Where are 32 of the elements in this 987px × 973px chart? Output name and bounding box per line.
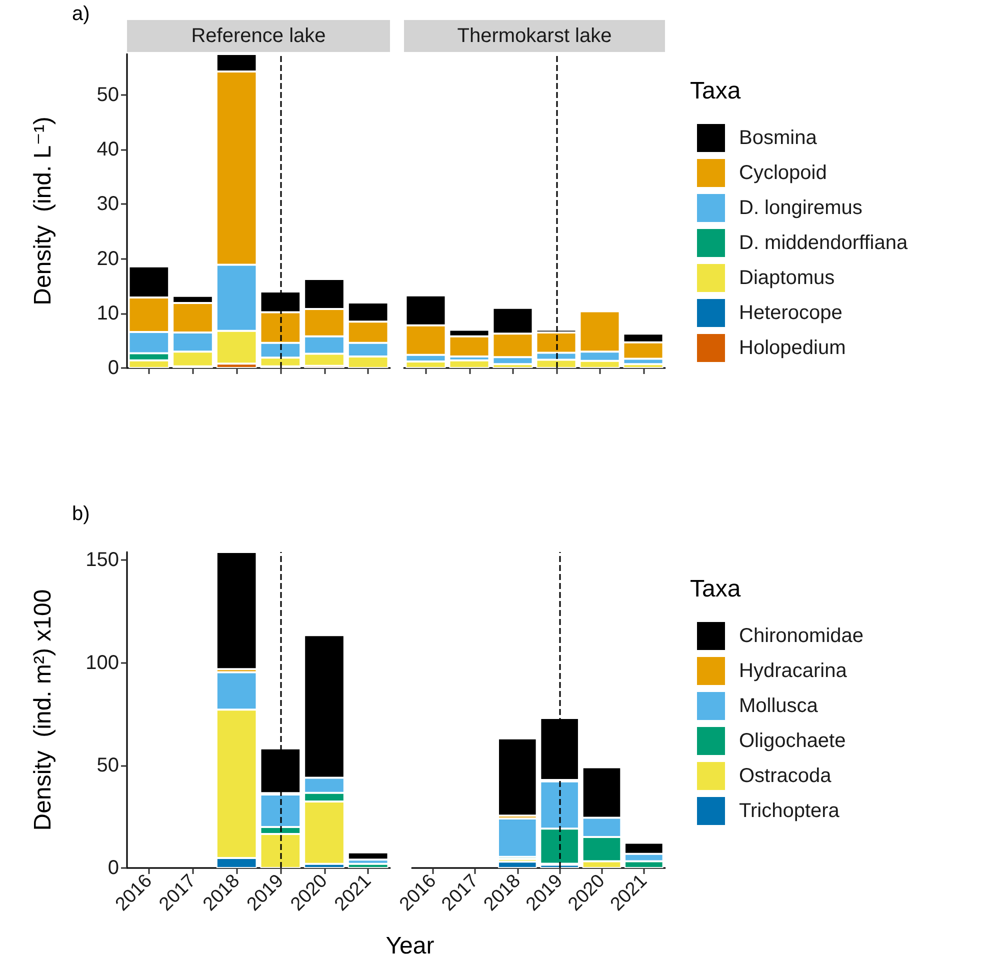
y-tick-label: 150 [86, 549, 119, 572]
chart-title: Reference lake [191, 25, 326, 47]
legend-label: Hydracarina [739, 660, 848, 682]
legend-label: Ostracoda [739, 765, 832, 787]
y-axis-title: Density (ind. m²) x100 [30, 589, 56, 831]
legend-label: Chironomidae [739, 625, 864, 647]
legend-title: Taxa [690, 576, 742, 602]
y-tick-label: 40 [96, 138, 119, 161]
legend-label: Heterocope [739, 302, 842, 324]
text: b) [72, 503, 90, 525]
y-tick-label: 0 [108, 857, 119, 879]
chart-title: Thermokarst lake [457, 25, 612, 47]
legend-label: Mollusca [739, 695, 819, 717]
legend-label: Diaptomus [739, 267, 835, 289]
legend-label: D. longiremus [739, 197, 862, 219]
y-tick-label: 50 [96, 754, 119, 776]
legend-label: Trichoptera [739, 800, 840, 822]
y-tick-label: 10 [96, 302, 119, 324]
legend-label: Bosmina [739, 127, 818, 149]
y-tick-label: 20 [96, 248, 119, 270]
text: a) [72, 3, 90, 25]
legend-label: Oligochaete [739, 730, 846, 752]
legend-label: D. middendorffiana [739, 232, 908, 254]
y-axis-title: Density (ind. L⁻¹) [30, 116, 56, 306]
y-tick-label: 30 [96, 193, 119, 216]
legend-label: Cyclopoid [739, 162, 827, 184]
legend-label: Holopedium [739, 337, 846, 359]
legend-title: Taxa [690, 78, 742, 104]
y-tick-label: 50 [96, 84, 119, 106]
x-axis-title: Year [386, 932, 434, 960]
y-tick-label: 100 [86, 652, 119, 674]
y-tick-label: 0 [108, 357, 119, 379]
